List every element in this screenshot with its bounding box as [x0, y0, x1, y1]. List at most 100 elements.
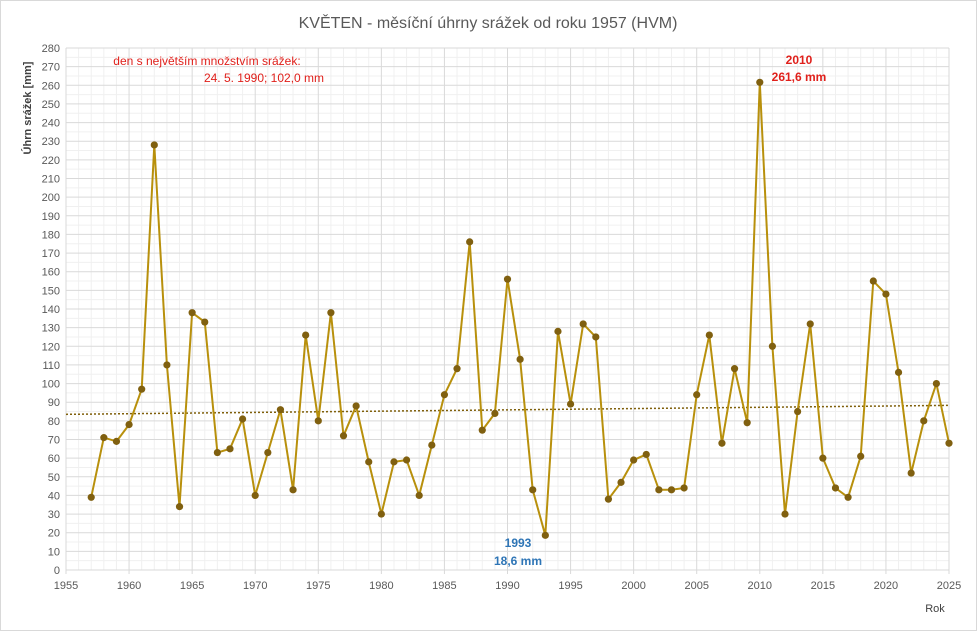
data-point-2010	[756, 78, 764, 86]
data-point-2018	[857, 452, 865, 460]
data-point-2005	[693, 391, 701, 399]
data-point-1975	[314, 417, 322, 425]
data-point-2009	[743, 419, 751, 427]
data-point-1990	[503, 275, 512, 283]
grid	[65, 47, 950, 571]
data-point-2011	[768, 342, 777, 350]
y-tick-label: 210	[42, 174, 60, 186]
data-point-1992	[529, 486, 537, 494]
y-tick-label: 130	[42, 323, 60, 335]
x-tick-label: 1980	[369, 580, 393, 592]
x-tick-label: 1990	[495, 580, 519, 592]
y-tick-label: 90	[48, 397, 60, 409]
y-tick-label: 180	[42, 229, 60, 241]
data-point-1999	[617, 478, 625, 486]
y-tick-label: 10	[48, 546, 60, 558]
data-point-1978	[352, 402, 360, 410]
data-point-1986	[453, 365, 461, 373]
data-point-2012	[781, 510, 789, 518]
data-points	[87, 78, 953, 539]
trendline	[65, 404, 950, 416]
y-axis-ticks: 0 10 20 30 40 50 60 70 80 90 100 110 120 130 140 150 160…	[42, 43, 60, 577]
data-point-2000	[630, 456, 638, 464]
data-point-1977	[339, 432, 348, 440]
data-point-1987	[466, 238, 474, 246]
data-point-1997	[592, 333, 600, 341]
data-point-2004	[680, 484, 688, 492]
data-point-1959	[112, 437, 121, 445]
x-tick-label: 2000	[621, 580, 645, 592]
min-year-label: 1993	[505, 536, 532, 550]
data-point-1957	[87, 493, 95, 501]
data-point-1973	[289, 486, 297, 494]
data-point-1967	[213, 448, 221, 457]
data-point-1958	[100, 434, 108, 442]
y-tick-label: 270	[42, 62, 60, 74]
y-tick-label: 150	[42, 285, 60, 297]
data-point-1985	[440, 391, 449, 399]
max-year-label: 2010	[786, 53, 813, 67]
data-point-1972	[276, 406, 285, 414]
data-point-2002	[655, 486, 663, 494]
y-tick-label: 20	[48, 528, 60, 540]
data-point-2016	[831, 484, 840, 492]
data-point-2017	[844, 493, 852, 501]
x-tick-label: 1965	[180, 580, 204, 592]
y-tick-label: 280	[42, 43, 60, 55]
data-point-1983	[415, 491, 423, 500]
x-tick-label: 1985	[432, 580, 456, 592]
data-point-1965	[188, 309, 196, 317]
data-point-2020	[882, 290, 890, 298]
data-point-1969	[239, 415, 247, 423]
y-tick-label: 80	[48, 416, 60, 428]
data-point-1980	[377, 510, 385, 518]
data-point-1962	[150, 141, 158, 149]
y-tick-label: 0	[54, 565, 60, 577]
data-point-1998	[604, 495, 613, 503]
data-point-1974	[302, 331, 310, 339]
data-point-2023	[920, 417, 928, 425]
y-tick-label: 170	[42, 248, 60, 260]
x-tick-label: 1970	[243, 580, 267, 592]
data-point-1960	[125, 420, 133, 429]
data-point-1996	[579, 320, 587, 328]
x-tick-label: 2005	[684, 580, 708, 592]
data-point-2021	[894, 368, 903, 376]
data-point-1994	[554, 327, 562, 335]
y-tick-label: 160	[42, 267, 60, 279]
data-point-2001	[642, 450, 650, 459]
data-point-1976	[327, 309, 335, 317]
y-tick-label: 190	[42, 211, 60, 223]
y-tick-label: 60	[48, 453, 60, 465]
y-tick-label: 120	[42, 341, 60, 353]
x-axis-ticks: 1955 1960 1965 1970 1975 1980 1985 1990 1995 2000…	[54, 570, 961, 592]
y-tick-label: 70	[48, 435, 60, 447]
data-point-2014	[806, 320, 814, 328]
data-point-1964	[175, 503, 184, 511]
data-point-1988	[478, 426, 486, 434]
chart-title: KVĚTEN - měsíční úhrny srážek od roku 19…	[299, 13, 678, 32]
data-point-1961	[138, 385, 146, 393]
data-point-1979	[365, 458, 373, 466]
data-point-1963	[163, 361, 171, 369]
data-point-2008	[730, 365, 739, 373]
x-axis-title: Rok	[925, 603, 945, 615]
data-point-2025	[945, 439, 953, 447]
y-tick-label: 100	[42, 379, 60, 391]
y-axis-title: Úhrn srážek [mm]	[21, 61, 34, 154]
x-tick-label: 1995	[558, 580, 582, 592]
y-tick-label: 240	[42, 118, 60, 130]
data-point-2015	[819, 454, 827, 462]
y-tick-label: 200	[42, 192, 60, 204]
data-point-2003	[667, 486, 676, 494]
data-point-1984	[428, 441, 436, 449]
data-point-1970	[251, 491, 259, 500]
y-tick-label: 50	[48, 472, 60, 484]
max-value-label: 261,6 mm	[772, 70, 827, 84]
y-tick-label: 260	[42, 80, 60, 92]
data-point-1966	[201, 318, 209, 326]
data-point-2013	[794, 407, 802, 416]
y-tick-label: 30	[48, 509, 60, 521]
data-point-1991	[516, 355, 524, 363]
data-point-2006	[705, 331, 713, 339]
